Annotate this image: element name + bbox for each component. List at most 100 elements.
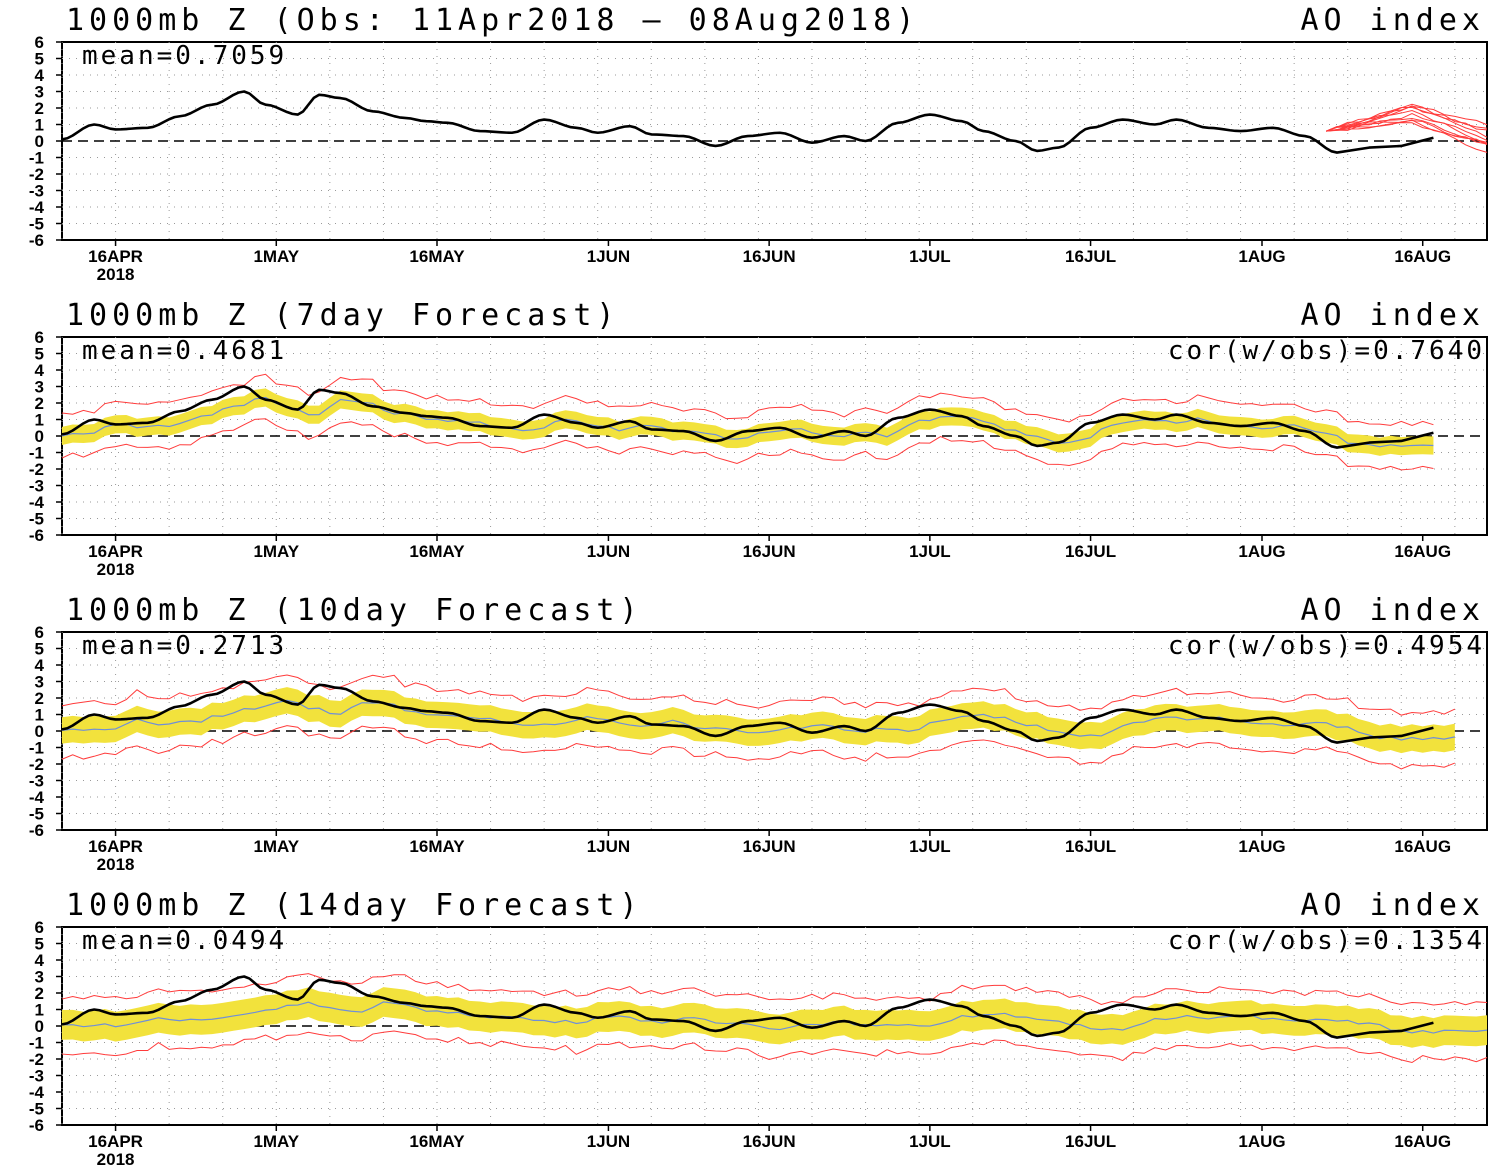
y-tick-label: 6	[35, 918, 44, 937]
x-tick-label: 1AUG	[1238, 542, 1285, 561]
y-tick-label: 4	[35, 656, 45, 675]
y-tick-label: -3	[29, 477, 44, 496]
panel-4: 1000mb Z (14day Forecast) AO index 6543210…	[29, 888, 1488, 1167]
x-tick-label: 16APR	[88, 837, 143, 856]
panel-right-title: AO index	[1301, 593, 1486, 628]
y-tick-label: 6	[35, 33, 44, 52]
y-tick-label: 1	[35, 706, 44, 725]
y-tick-label: -4	[29, 493, 45, 512]
y-tick-label: 5	[35, 640, 44, 659]
ensemble-min-line	[61, 725, 1456, 770]
panel-title: 1000mb Z (Obs: 11Apr2018 – 08Aug2018)	[66, 3, 919, 38]
ensemble-max-line	[61, 674, 1456, 716]
y-tick-label: 3	[35, 378, 44, 397]
y-tick-label: 6	[35, 328, 44, 347]
y-tick-label: 5	[35, 345, 44, 364]
y-tick-label: -2	[29, 1050, 44, 1069]
x-tick-label: 16JUN	[743, 542, 796, 561]
y-tick-label: -6	[29, 526, 44, 545]
x-tick-label: 16AUG	[1394, 837, 1451, 856]
x-tick-label: 1MAY	[253, 837, 299, 856]
y-tick-label: 5	[35, 935, 44, 954]
y-tick-label: -5	[29, 215, 44, 234]
x-tick-label: 1AUG	[1238, 247, 1285, 266]
y-tick-label: -3	[29, 182, 44, 201]
y-tick-label: -3	[29, 772, 44, 791]
y-tick-label: -6	[29, 821, 44, 840]
mean-label: mean=0.7059	[82, 41, 287, 71]
y-tick-label: -5	[29, 510, 44, 529]
y-tick-label: -6	[29, 1116, 44, 1135]
y-tick-label: 6	[35, 623, 44, 642]
panel-title: 1000mb Z (14day Forecast)	[66, 888, 643, 923]
y-tick-label: 0	[35, 132, 44, 151]
y-tick-label: -4	[29, 788, 45, 807]
x-tick-label: 16APR	[88, 247, 143, 266]
x-tick-label: 16MAY	[409, 542, 465, 561]
y-tick-label: 4	[35, 361, 45, 380]
x-tick-label: 16JUN	[743, 247, 796, 266]
y-tick-label: -3	[29, 1067, 44, 1086]
y-tick-label: 2	[35, 394, 44, 413]
y-tick-label: 0	[35, 722, 44, 741]
y-tick-label: -4	[29, 198, 45, 217]
forecast-member-line	[1326, 122, 1488, 153]
y-tick-label: 2	[35, 689, 44, 708]
x-tick-label: 16MAY	[409, 247, 465, 266]
x-tick-label: 1JUL	[909, 542, 951, 561]
observed-line	[61, 90, 1434, 154]
x-tick-label: 1JUN	[587, 542, 630, 561]
panel-1: 1000mb Z (Obs: 11Apr2018 – 08Aug2018) AO …	[29, 3, 1488, 284]
observed-line	[61, 680, 1434, 744]
y-tick-label: -1	[29, 149, 44, 168]
observed-line	[61, 385, 1434, 449]
y-tick-label: -1	[29, 444, 44, 463]
y-tick-label: -4	[29, 1083, 45, 1102]
x-tick-label: 16JUL	[1065, 247, 1116, 266]
y-tick-label: 4	[35, 66, 45, 85]
panel-3: 1000mb Z (10day Forecast) AO index 6543210…	[29, 593, 1488, 874]
mean-label: mean=0.0494	[82, 926, 287, 956]
forecast-member-line	[1326, 113, 1488, 145]
ensemble-min-line	[61, 1030, 1488, 1064]
observed-line	[61, 975, 1434, 1039]
x-tick-label: 16APR	[88, 1132, 143, 1151]
y-tick-label: 5	[35, 50, 44, 69]
panel-title: 1000mb Z (10day Forecast)	[66, 593, 643, 628]
y-tick-label: 3	[35, 83, 44, 102]
correlation-label: cor(w/obs)=0.7640	[1168, 336, 1485, 366]
forecast-member-line	[1326, 119, 1488, 146]
forecast-member-line	[1326, 109, 1488, 141]
y-tick-label: 4	[35, 951, 45, 970]
ensemble-spread-band	[62, 687, 1455, 754]
x-tick-label: 1JUN	[587, 1132, 630, 1151]
x-tick-label: 1MAY	[253, 247, 299, 266]
y-tick-label: 1	[35, 116, 44, 135]
x-tick-label: 1JUL	[909, 1132, 951, 1151]
panel-2: 1000mb Z (7day Forecast) AO index6543210-…	[29, 298, 1488, 579]
x-tick-label: 16APR	[88, 542, 143, 561]
x-year-label: 2018	[97, 560, 135, 579]
x-tick-label: 16AUG	[1394, 542, 1451, 561]
y-tick-label: 0	[35, 427, 44, 446]
x-tick-label: 1JUN	[587, 837, 630, 856]
y-tick-label: -2	[29, 165, 44, 184]
y-tick-label: 3	[35, 968, 44, 987]
x-tick-label: 16JUL	[1065, 837, 1116, 856]
x-tick-label: 16JUL	[1065, 542, 1116, 561]
y-tick-label: 1	[35, 1001, 44, 1020]
y-tick-label: 2	[35, 99, 44, 118]
panel-right-title: AO index	[1301, 888, 1486, 923]
y-tick-label: -1	[29, 739, 44, 758]
x-tick-label: 16MAY	[409, 1132, 465, 1151]
x-tick-label: 16AUG	[1394, 247, 1451, 266]
y-tick-label: -5	[29, 805, 44, 824]
y-tick-label: -6	[29, 231, 44, 250]
x-tick-label: 1JUL	[909, 247, 951, 266]
y-tick-label: -2	[29, 755, 44, 774]
ensemble-max-line	[61, 373, 1434, 426]
x-tick-label: 1JUN	[587, 247, 630, 266]
forecast-member-line	[1326, 106, 1488, 138]
panel-title: 1000mb Z (7day Forecast)	[66, 298, 619, 333]
panel-right-title: AO index	[1301, 3, 1486, 38]
